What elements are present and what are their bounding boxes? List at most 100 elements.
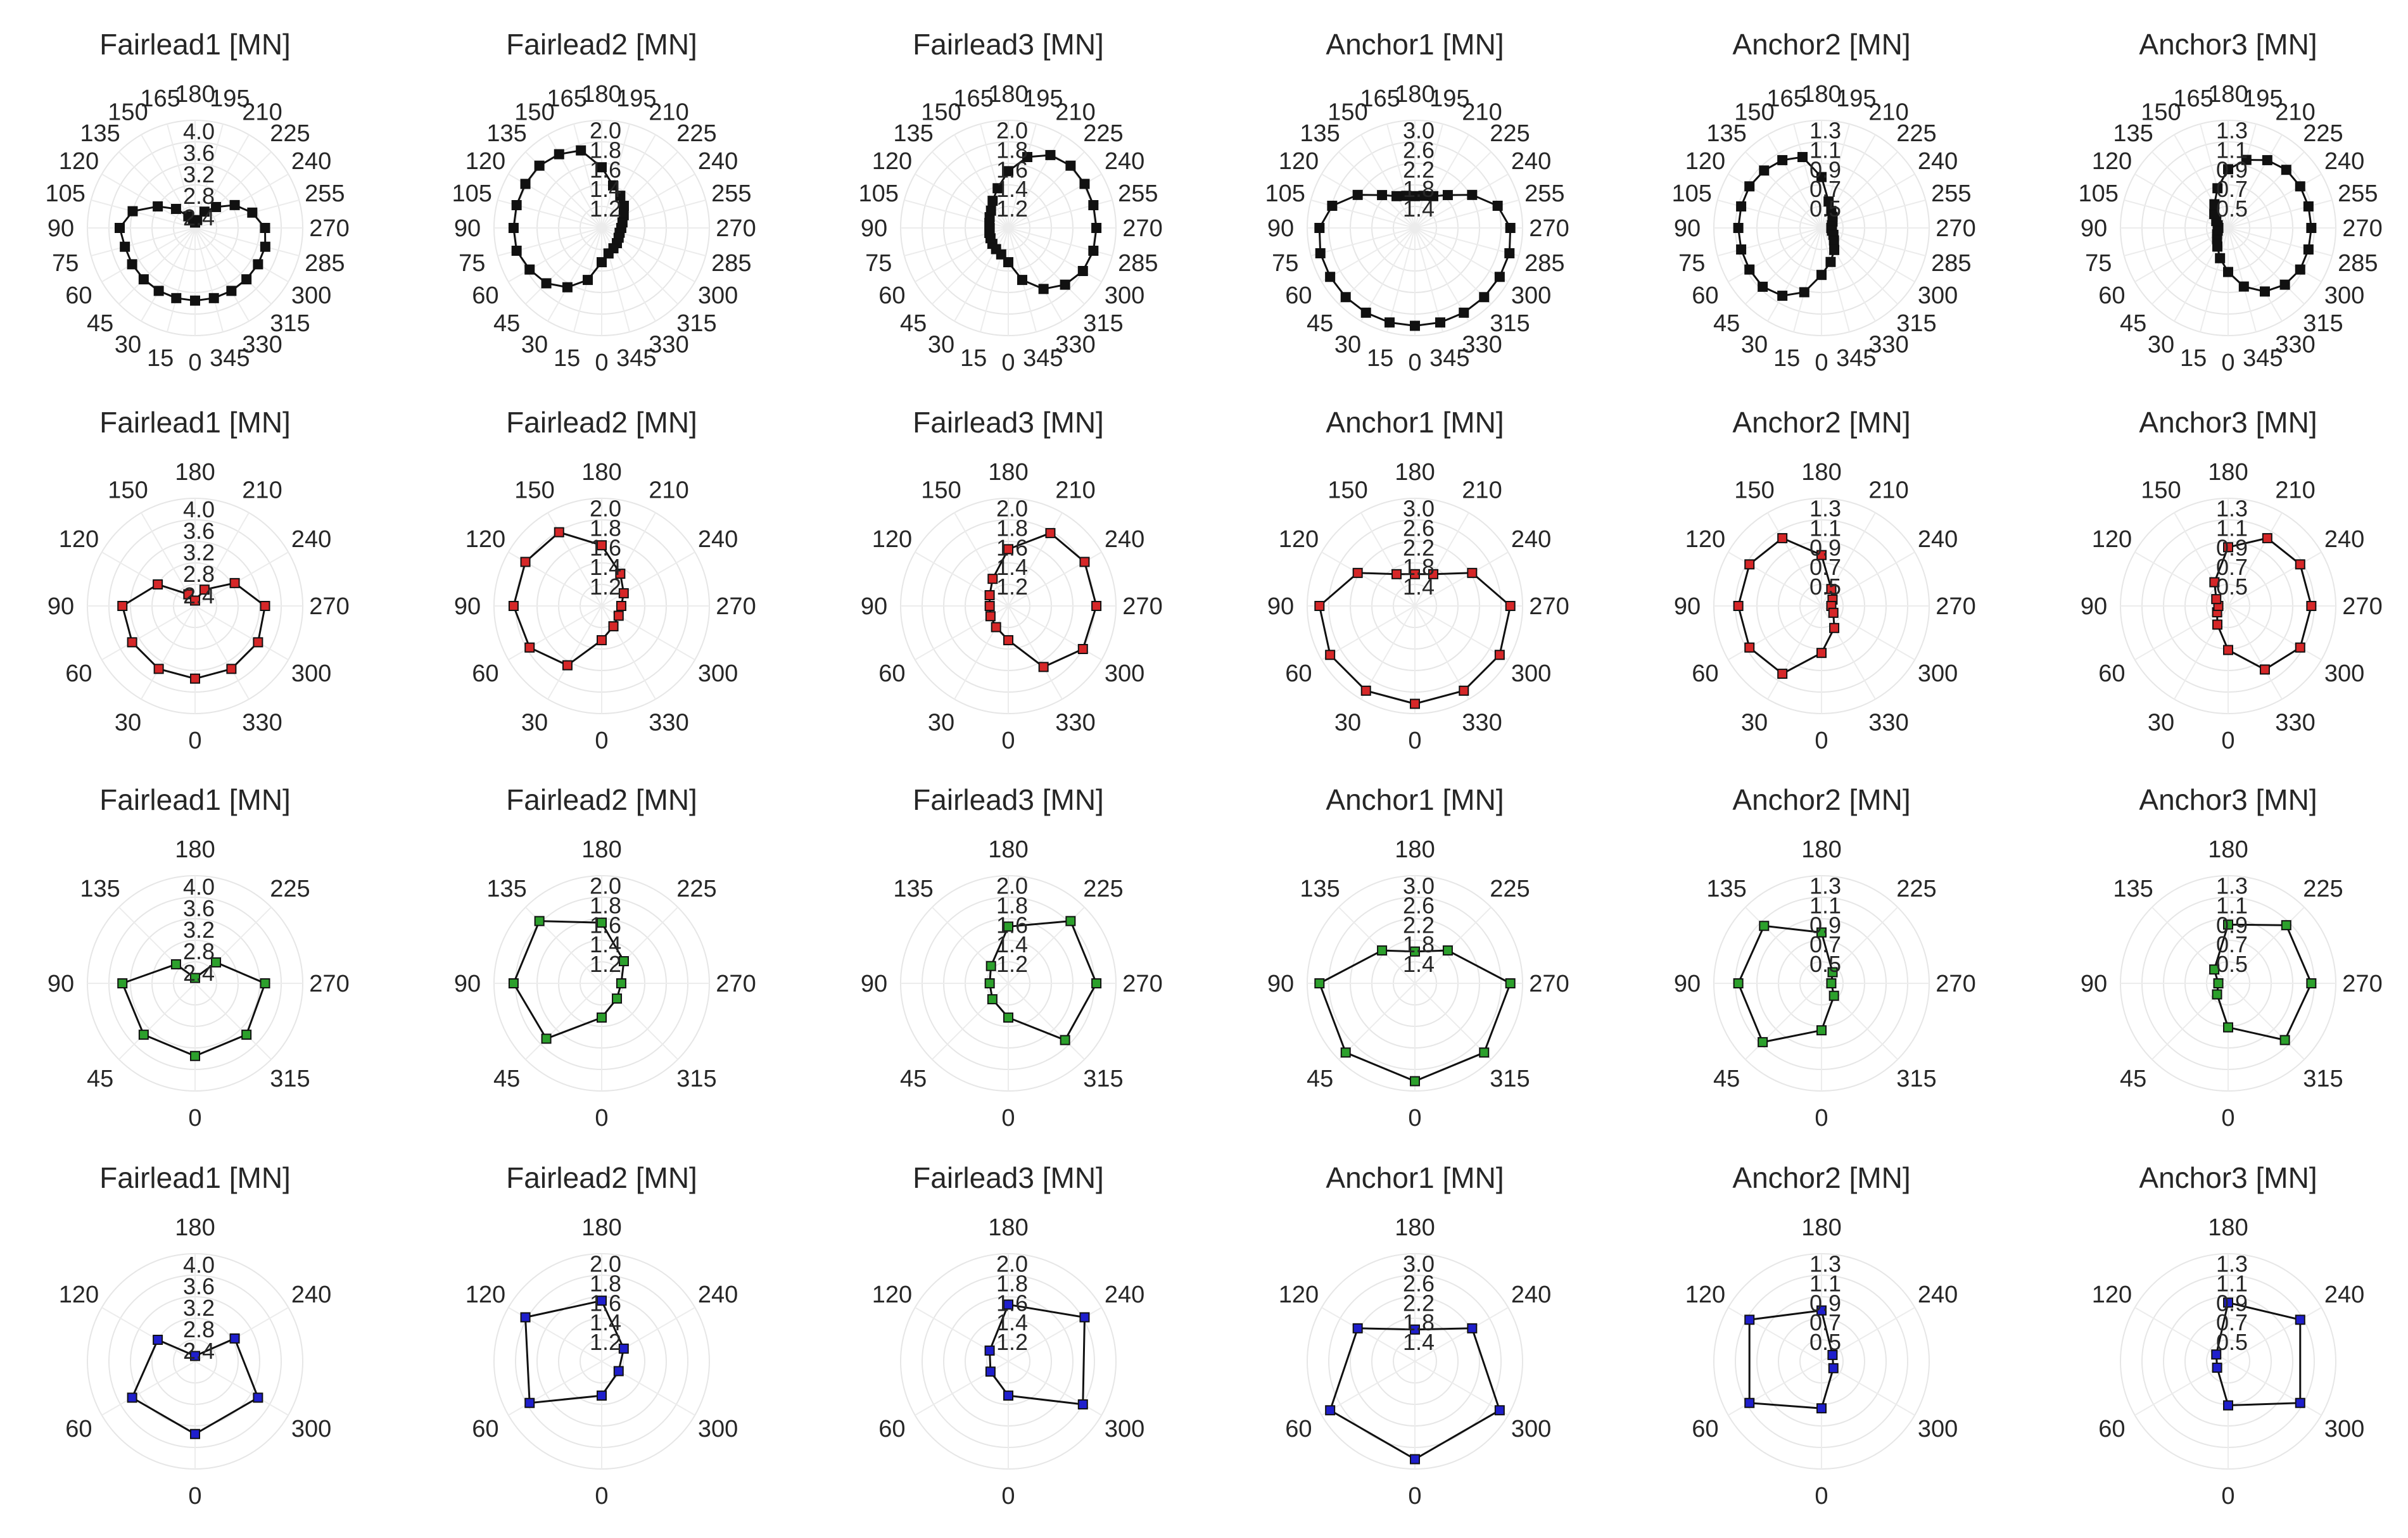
angle-tick-label: 300: [291, 1416, 331, 1442]
angle-tick-label: 240: [2324, 526, 2364, 553]
angle-tick-label: 255: [2338, 180, 2378, 207]
data-point-marker: [1736, 244, 1747, 255]
polar-panel-r4-c3: Fairlead3 [MN] 0 60 120 180 240 300 1.21.41.61.…: [872, 1161, 1145, 1510]
angle-tick-label: 165: [140, 85, 180, 112]
angle-tick-label: 255: [1931, 180, 1971, 207]
angle-gridline: [1414, 227, 1492, 305]
data-point-marker: [153, 1335, 163, 1345]
radial-tick-label: 1.8: [590, 515, 621, 541]
angle-gridline: [1793, 123, 1822, 229]
polar-panel-r4-c5: Anchor2 [MN] 0 60 120 180 240 300 0.50.70.91.11…: [1685, 1161, 1958, 1510]
angle-gridline: [525, 983, 602, 1060]
radial-tick-label: 0.5: [2216, 196, 2248, 222]
angle-gridline: [1728, 1307, 1822, 1362]
radial-tick-label: 2.0: [590, 873, 621, 898]
angle-tick-label: 180: [581, 459, 621, 486]
angle-tick-label: 300: [291, 282, 331, 309]
radial-tick-label: 3.2: [183, 539, 215, 565]
data-point-marker: [597, 257, 607, 268]
angle-tick-label: 225: [676, 120, 716, 147]
angle-tick-label: 150: [108, 99, 148, 125]
data-point-marker: [1826, 584, 1837, 595]
radial-tick-label: 4.0: [183, 1252, 215, 1278]
data-point-marker: [1442, 190, 1453, 201]
angle-tick-label: 195: [210, 85, 250, 112]
radial-tick-label: 1.1: [1809, 515, 1841, 541]
angle-gridline: [1414, 605, 1469, 700]
angle-gridline: [601, 512, 656, 607]
angle-gridline: [1386, 123, 1416, 229]
radial-tick-label: 1.8: [590, 892, 621, 918]
radial-tick-label: 1.1: [2216, 892, 2248, 918]
data-point-marker: [2281, 920, 2291, 931]
data-point-marker: [1505, 223, 1516, 233]
angle-tick-label: 315: [1490, 1066, 1530, 1092]
angle-tick-label: 225: [1083, 876, 1123, 902]
data-point-marker: [2212, 989, 2222, 1000]
data-point-marker: [1022, 152, 1032, 163]
angle-tick-label: 45: [900, 310, 927, 337]
angle-tick-label: 225: [1490, 120, 1530, 147]
radial-tick-label: 2.0: [590, 495, 621, 521]
angle-gridline: [1767, 134, 1822, 229]
angle-tick-label: 120: [59, 148, 99, 175]
data-point-marker: [1459, 685, 1469, 696]
angle-gridline: [2227, 151, 2305, 229]
panel-title: Fairlead1 [MN]: [99, 28, 291, 61]
angle-tick-label: 90: [1674, 593, 1701, 620]
angle-tick-label: 120: [466, 526, 505, 553]
data-point-marker: [2295, 1397, 2305, 1408]
data-point-marker: [1467, 567, 1478, 578]
data-point-marker: [987, 574, 998, 584]
angle-tick-label: 150: [514, 99, 554, 125]
angle-gridline: [2227, 227, 2257, 332]
angle-gridline: [194, 227, 272, 305]
radial-tick-label: 2.2: [1403, 912, 1435, 938]
radial-tick-label: 1.2: [590, 951, 621, 977]
angle-tick-label: 45: [87, 310, 113, 337]
panel-title: Fairlead2 [MN]: [506, 1161, 697, 1194]
angle-tick-label: 330: [242, 710, 282, 736]
radial-tick-label: 4.0: [183, 874, 215, 900]
angle-tick-label: 0: [1408, 1105, 1421, 1131]
radial-tick-label: 0.5: [2216, 951, 2248, 977]
angle-tick-label: 240: [1511, 148, 1551, 175]
data-point-marker: [1385, 317, 1395, 328]
data-point-marker: [985, 205, 996, 216]
angle-gridline: [1321, 227, 1416, 282]
angle-gridline: [194, 1361, 289, 1416]
angle-tick-label: 300: [698, 660, 738, 687]
angle-gridline: [2200, 227, 2229, 332]
angle-tick-label: 195: [2243, 85, 2283, 112]
angle-tick-label: 180: [581, 81, 621, 108]
data-point-marker: [524, 642, 535, 653]
angle-gridline: [1008, 227, 1085, 305]
angle-tick-label: 270: [1529, 971, 1569, 997]
data-point-marker: [1759, 921, 1770, 931]
data-point-marker: [520, 557, 531, 567]
angle-tick-label: 240: [2324, 148, 2364, 175]
data-point-marker: [2295, 264, 2305, 275]
panel-title: Fairlead3 [MN]: [913, 406, 1104, 439]
data-point-marker: [2281, 165, 2291, 175]
radial-tick-label: 1.1: [1809, 1270, 1841, 1296]
angle-tick-label: 315: [1083, 310, 1123, 337]
data-point-marker: [1410, 946, 1420, 957]
angle-tick-label: 135: [80, 120, 120, 147]
radial-tick-label: 1.4: [1403, 951, 1435, 977]
angle-tick-label: 330: [1055, 710, 1095, 736]
radial-tick-label: 1.6: [996, 534, 1028, 560]
angle-tick-label: 0: [1815, 1483, 1828, 1510]
radial-tick-label: 0.9: [2216, 534, 2248, 560]
data-point-marker: [1759, 165, 1770, 176]
radial-tick-label: 0.9: [2216, 1290, 2248, 1316]
data-point-marker: [1391, 191, 1402, 201]
data-point-marker: [260, 241, 270, 252]
radial-tick-label: 0.7: [1809, 1309, 1841, 1335]
angle-gridline: [1717, 199, 1822, 229]
angle-tick-label: 105: [2079, 180, 2119, 207]
data-point-marker: [226, 286, 237, 296]
data-point-marker: [1494, 650, 1505, 660]
data-point-marker: [1494, 272, 1505, 282]
